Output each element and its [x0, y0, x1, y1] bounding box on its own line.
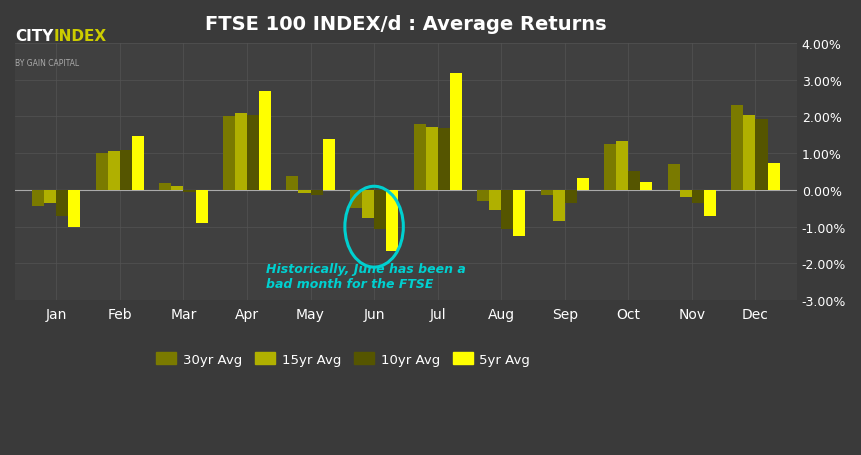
Bar [668, 165, 680, 191]
Bar [259, 92, 271, 191]
Bar [350, 191, 362, 209]
Bar [120, 151, 132, 191]
Bar [477, 191, 489, 202]
Bar [32, 191, 44, 207]
Bar [513, 191, 525, 236]
Bar [44, 191, 56, 203]
Bar [323, 140, 335, 191]
Bar [311, 191, 323, 195]
Bar [183, 191, 195, 192]
Bar [171, 186, 183, 191]
Legend: 30yr Avg, 15yr Avg, 10yr Avg, 5yr Avg: 30yr Avg, 15yr Avg, 10yr Avg, 5yr Avg [152, 347, 536, 371]
Bar [362, 191, 374, 218]
Bar [425, 127, 437, 191]
Text: Historically, June has been a
bad month for the FTSE: Historically, June has been a bad month … [266, 262, 466, 290]
Bar [413, 125, 425, 191]
Bar [449, 74, 461, 191]
Bar [501, 191, 513, 229]
Bar [489, 191, 501, 211]
Bar [641, 182, 653, 191]
Bar [195, 191, 208, 223]
Bar [680, 191, 692, 197]
Bar [437, 129, 449, 191]
Bar [132, 136, 144, 191]
Bar [247, 116, 259, 191]
Bar [159, 184, 171, 191]
Bar [553, 191, 565, 222]
Bar [743, 115, 755, 191]
Bar [767, 164, 779, 191]
Text: CITY: CITY [15, 29, 54, 44]
Bar [755, 120, 767, 191]
Bar [108, 152, 120, 191]
Bar [56, 191, 68, 216]
Bar [629, 172, 641, 191]
Bar [541, 191, 553, 196]
Text: BY GAIN CAPITAL: BY GAIN CAPITAL [15, 59, 79, 68]
Bar [577, 179, 589, 191]
Text: INDEX: INDEX [53, 29, 107, 44]
Bar [287, 177, 299, 191]
Bar [235, 114, 247, 191]
Bar [68, 191, 80, 227]
Bar [299, 191, 311, 193]
Bar [704, 191, 716, 216]
Bar [692, 191, 704, 203]
Bar [616, 142, 629, 191]
Bar [374, 191, 387, 229]
Bar [96, 154, 108, 191]
Bar [604, 145, 616, 191]
Bar [731, 106, 743, 191]
Bar [387, 191, 399, 251]
Title: FTSE 100 INDEX/d : Average Returns: FTSE 100 INDEX/d : Average Returns [205, 15, 607, 34]
Bar [565, 191, 577, 203]
Bar [223, 117, 235, 191]
